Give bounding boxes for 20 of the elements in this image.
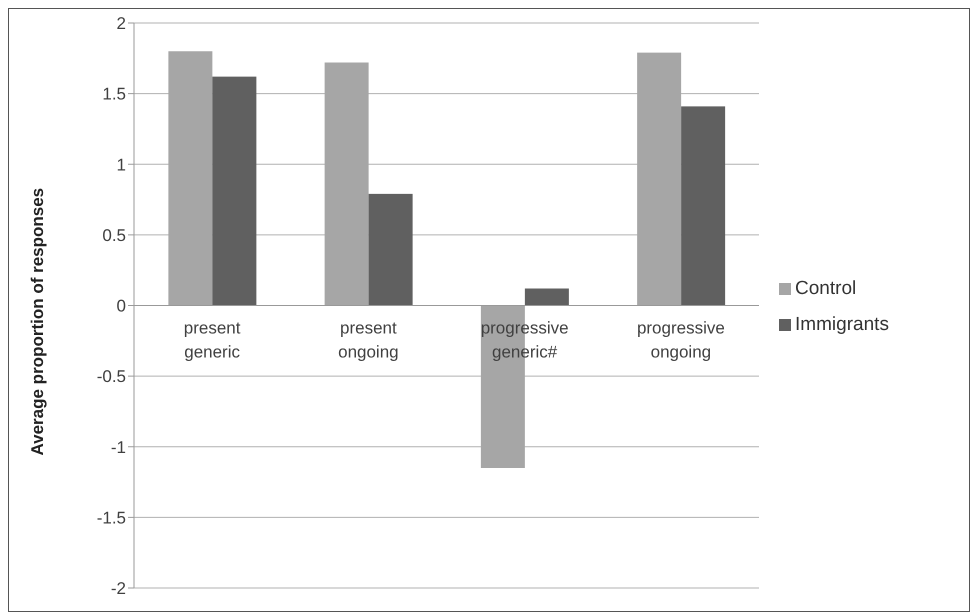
y-tick-label: -0.5 (96, 367, 126, 386)
y-tick-label: 1 (116, 155, 126, 174)
y-tick-label: 0 (116, 296, 126, 316)
x-tick-label: progressive ongoing (636, 318, 725, 362)
y-tick-label: 0.5 (102, 226, 126, 245)
y-tick-label: -2 (110, 579, 126, 598)
x-tick-label: present ongoing (338, 318, 399, 362)
bar (681, 106, 726, 306)
y-axis-title: Average proportion of responses (28, 188, 48, 456)
legend-label: Immigrants (795, 314, 889, 335)
y-tick-label: 2 (116, 14, 126, 34)
y-tick-label: -1 (110, 438, 126, 457)
bar (368, 194, 413, 306)
legend-label: Control (795, 278, 856, 299)
y-tick-label: -1.5 (96, 508, 126, 528)
bar (524, 288, 569, 306)
y-tick-label: 1.5 (102, 84, 126, 104)
x-tick-label: progressive generic# (480, 318, 569, 362)
x-tick-label: present generic (184, 318, 241, 362)
bar (212, 76, 256, 306)
